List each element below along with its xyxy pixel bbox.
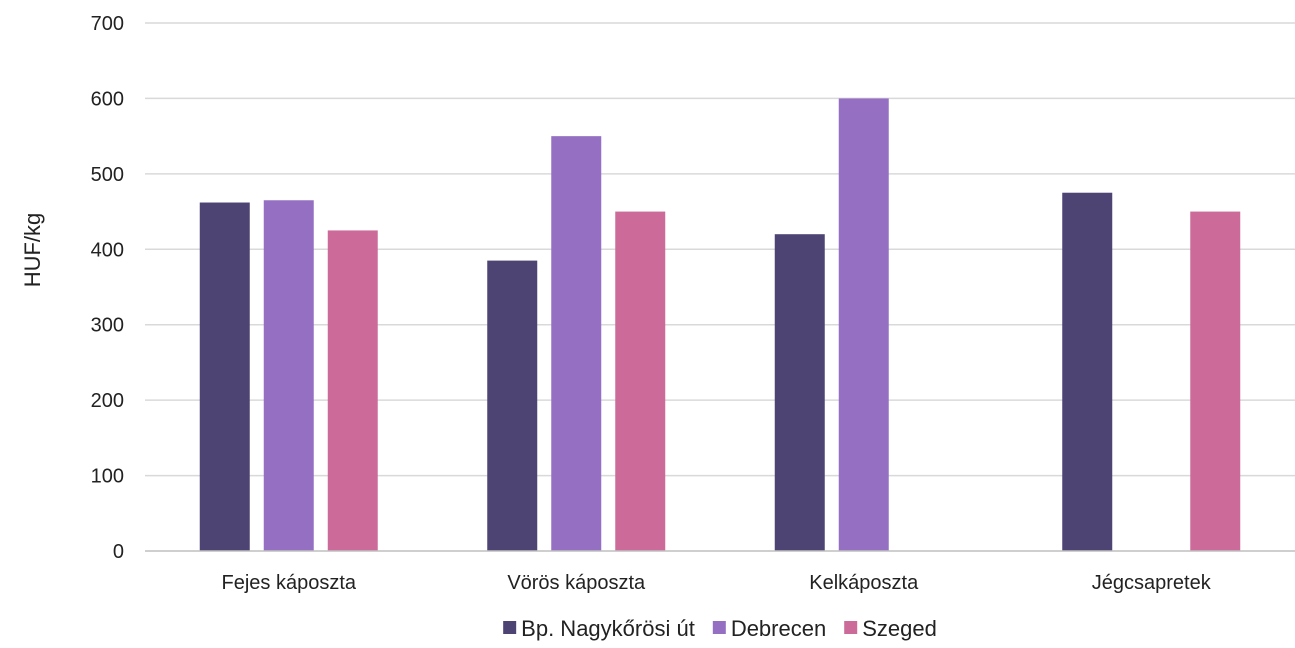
legend-label: Szeged <box>862 616 937 641</box>
legend: Bp. Nagykőrösi út Debrecen Szeged <box>503 616 937 641</box>
bar <box>1190 211 1241 552</box>
bar <box>615 211 666 552</box>
bar <box>487 260 538 551</box>
legend-item: Bp. Nagykőrösi út <box>503 616 695 641</box>
legend-item: Szeged <box>844 616 937 641</box>
bar <box>1062 192 1113 551</box>
y-tick-label: 500 <box>91 164 124 186</box>
x-category-label: Fejes káposzta <box>221 572 356 594</box>
bar <box>263 200 314 551</box>
y-axis-label: HUF/kg <box>20 213 45 288</box>
y-tick-label: 700 <box>91 13 124 35</box>
bar <box>774 234 825 551</box>
legend-swatch <box>503 621 517 634</box>
bars <box>199 98 1241 552</box>
y-tick-label: 600 <box>91 88 124 110</box>
y-tick-label: 100 <box>91 466 124 488</box>
x-category-label: Jégcsapretek <box>1092 572 1212 594</box>
y-axis-ticks: 0 100 200 300 400 500 600 700 <box>91 13 124 563</box>
y-tick-label: 300 <box>91 315 124 337</box>
bar <box>327 230 378 551</box>
y-tick-label: 200 <box>91 390 124 412</box>
legend-label: Debrecen <box>731 616 826 641</box>
x-axis-categories: Fejes káposzta Vörös káposzta Kelkáposzta J… <box>221 572 1211 594</box>
legend-swatch <box>712 621 726 634</box>
x-category-label: Vörös káposzta <box>507 572 646 594</box>
y-tick-label: 0 <box>113 541 124 563</box>
x-category-label: Kelkáposzta <box>809 572 919 594</box>
bar <box>838 98 889 551</box>
legend-label: Bp. Nagykőrösi út <box>521 616 695 641</box>
bar <box>199 202 250 551</box>
bar <box>551 136 602 551</box>
legend-swatch <box>844 621 858 634</box>
gridlines <box>145 22 1295 477</box>
y-tick-label: 400 <box>91 239 124 261</box>
legend-item: Debrecen <box>712 616 826 641</box>
